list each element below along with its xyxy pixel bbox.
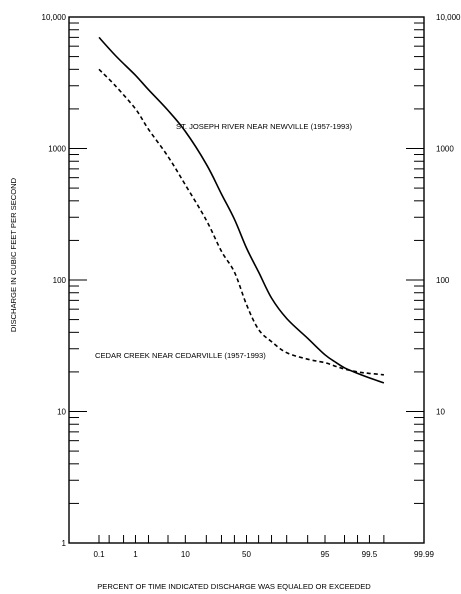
y-tick-label-right: 100 <box>436 276 450 285</box>
x-tick-label: 50 <box>242 550 251 559</box>
plot-frame <box>68 16 425 544</box>
x-tick-label: 0.1 <box>93 550 105 559</box>
x-tick-label: 95 <box>321 550 330 559</box>
series-label-cedar-creek: CEDAR CREEK NEAR CEDARVILLE (1957-1993) <box>95 351 266 360</box>
x-tick-label: 99.99 <box>414 550 435 559</box>
series-line-cedar-creek <box>98 68 384 376</box>
x-axis-label: PERCENT OF TIME INDICATED DISCHARGE WAS … <box>97 582 371 591</box>
y-tick-label-left: 100 <box>53 276 67 285</box>
tick-labels: 1 10 100 1000 10,000 10 100 1000 10,000 0.1 1 10 50 9… <box>42 13 461 559</box>
y-tick-label-right: 10 <box>436 408 445 417</box>
series-label-st-joseph: ST. JOSEPH RIVER NEAR NEWVILLE (1957-199… <box>176 122 352 131</box>
x-tick-label: 99.5 <box>362 550 378 559</box>
y-tick-label-left: 1000 <box>48 145 66 154</box>
series-line-st-joseph <box>98 36 385 384</box>
series-layer <box>98 36 385 384</box>
y-tick-label-left: 1 <box>62 539 67 548</box>
x-tick-label: 1 <box>133 550 138 559</box>
y-tick-label-left: 10,000 <box>42 13 67 22</box>
y-tick-label-right: 10,000 <box>436 13 461 22</box>
y-tick-label-left: 10 <box>57 408 66 417</box>
y-tick-label-right: 1000 <box>436 145 454 154</box>
axis-ticks <box>69 22 424 544</box>
x-tick-label: 10 <box>181 550 190 559</box>
y-axis-label: DISCHARGE IN CUBIC FEET PER SECOND <box>9 177 18 332</box>
